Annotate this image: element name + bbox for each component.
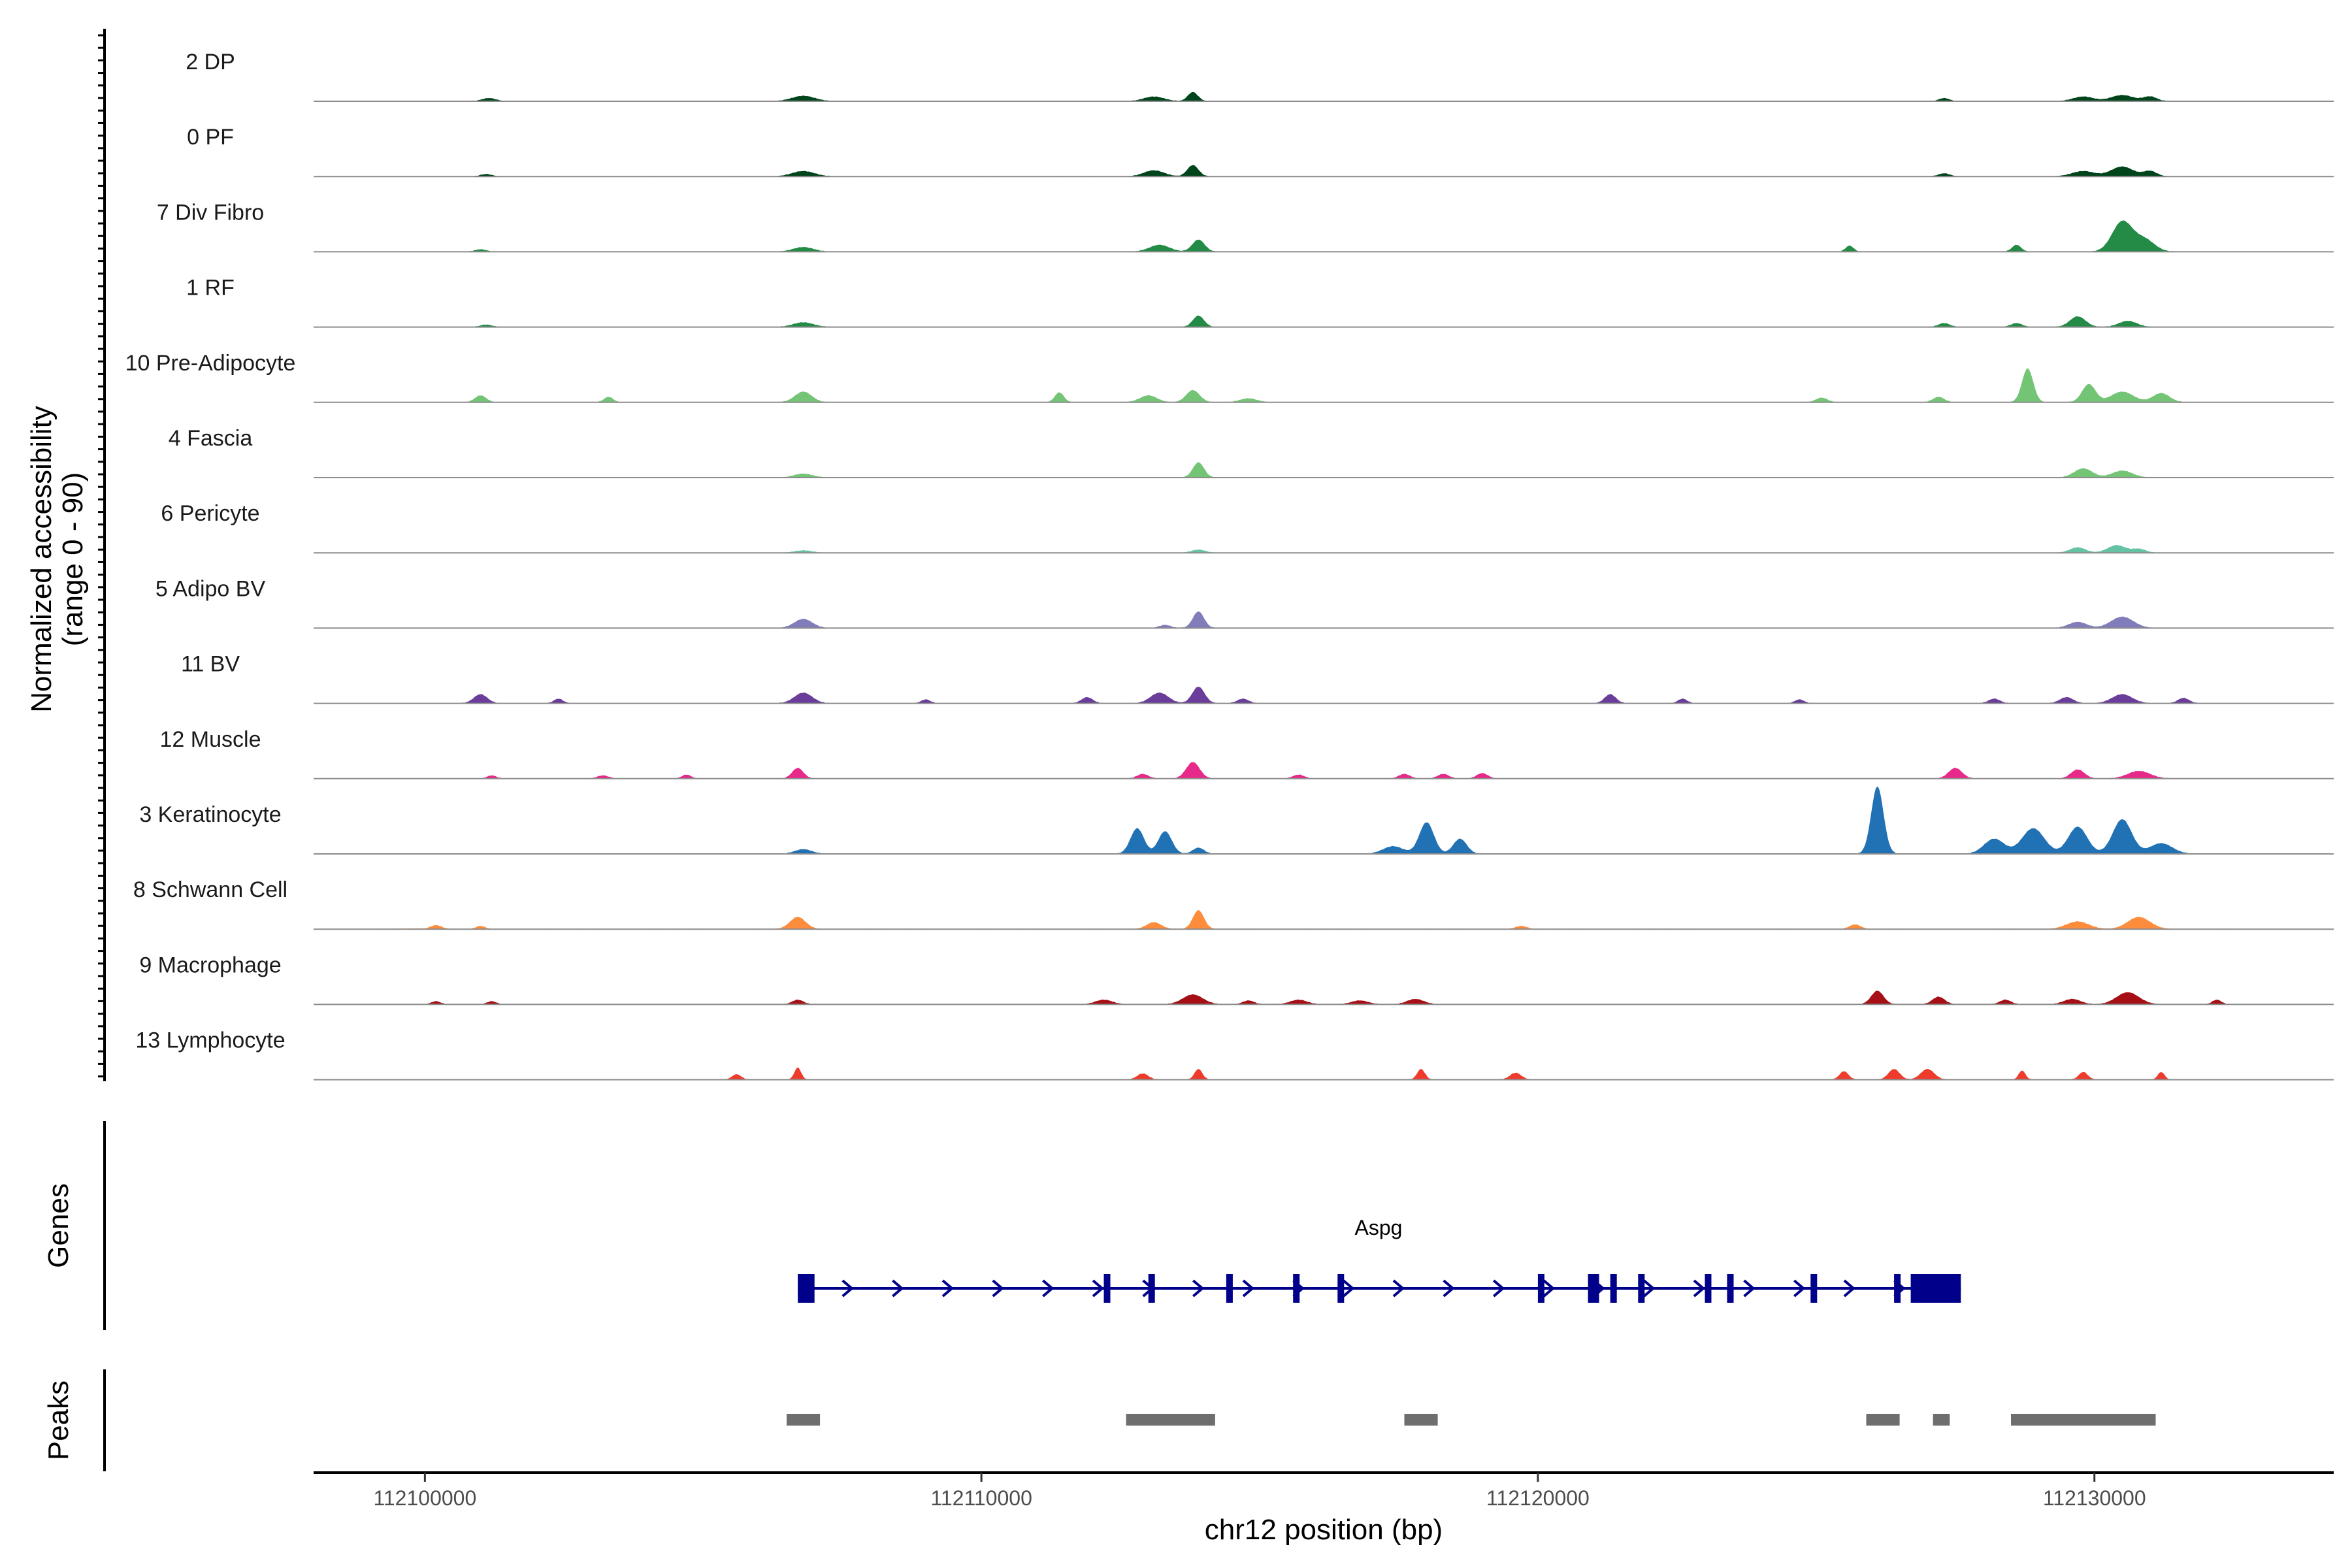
strand-arrow: [1392, 1279, 1405, 1298]
strand-arrow: [1192, 1279, 1205, 1298]
track-3: 7 Div Fibro: [157, 200, 2334, 253]
strand-arrow: [892, 1279, 904, 1298]
track-11: 3 Keratinocyte: [139, 787, 2334, 855]
track-5: 10 Pre-Adipocyte: [125, 351, 2334, 403]
track-label: 4 Fascia: [169, 426, 253, 451]
strand-arrow: [1693, 1279, 1706, 1298]
track-14: 13 Lymphocyte: [135, 1028, 2334, 1081]
coverage-area: [314, 611, 2334, 629]
gene-exon: [798, 1274, 815, 1303]
gene-exon: [1894, 1274, 1901, 1303]
y-axis-title-line2: (range 0 - 90): [57, 472, 89, 647]
track-label: 12 Muscle: [160, 727, 261, 752]
peak-region: [1126, 1414, 1215, 1426]
strand-arrow: [1092, 1279, 1105, 1298]
track-label: 2 DP: [186, 50, 235, 74]
coverage-area: [314, 687, 2334, 704]
peak-region: [1866, 1414, 1900, 1426]
coverage-area: [314, 545, 2334, 553]
strand-arrow: [841, 1279, 854, 1298]
coverage-area: [314, 762, 2334, 779]
strand-arrow: [1443, 1279, 1455, 1298]
track-label: 3 Keratinocyte: [139, 802, 281, 827]
y-axis: [98, 29, 106, 1081]
peaks-panel-label: Peaks: [42, 1380, 74, 1460]
track-6: 4 Fascia: [169, 426, 2334, 478]
track-13: 9 Macrophage: [139, 953, 2334, 1005]
track-9: 11 BV: [181, 652, 2334, 704]
gene-exon: [1588, 1274, 1599, 1303]
peak-region: [1404, 1414, 1438, 1426]
coverage-area: [314, 462, 2334, 478]
gene-exon: [1705, 1274, 1712, 1303]
x-axis: chr12 position (bp) 112100000 112110000 11…: [314, 1471, 2334, 1546]
track-label: 7 Div Fibro: [157, 200, 264, 225]
coverage-area: [314, 990, 2334, 1005]
track-label: 8 Schwann Cell: [133, 877, 287, 902]
strand-arrow: [1793, 1279, 1806, 1298]
track-label: 1 RF: [186, 276, 235, 301]
track-2: 0 PF: [187, 125, 2334, 178]
track-label: 0 PF: [187, 125, 234, 150]
genes-panel: Genes Aspg: [42, 1121, 1961, 1330]
peak-region: [2011, 1414, 2156, 1426]
coverage-area: [314, 787, 2334, 854]
gene-label: Aspg: [1355, 1216, 1403, 1239]
track-10: 12 Muscle: [160, 727, 2334, 779]
track-label: 9 Macrophage: [139, 953, 281, 977]
strand-arrow: [1492, 1279, 1505, 1298]
gene-exon: [1293, 1274, 1300, 1303]
gene-exon: [1910, 1274, 1961, 1303]
genes-panel-label: Genes: [42, 1183, 74, 1268]
track-4: 1 RF: [186, 276, 2334, 328]
peak-region: [1933, 1414, 1950, 1426]
coverage-area: [314, 165, 2334, 177]
coverage-area: [314, 91, 2334, 101]
track-12: 8 Schwann Cell: [133, 877, 2334, 930]
strand-arrow: [1543, 1279, 1556, 1298]
coverage-area: [314, 316, 2334, 327]
track-label: 13 Lymphocyte: [135, 1028, 285, 1053]
peak-region: [787, 1414, 821, 1426]
track-8: 5 Adipo BV: [155, 576, 2334, 629]
strand-arrow: [1242, 1279, 1255, 1298]
gene-exon: [1638, 1274, 1645, 1303]
track-label: 11 BV: [181, 652, 240, 677]
gene-exon: [1810, 1274, 1818, 1303]
coverage-tracks: 2 DP 0 PF 7 Div Fibro 1 RF 10 Pre-Adipocyte 4…: [125, 50, 2334, 1081]
strand-arrow: [1843, 1279, 1855, 1298]
x-tick-label: 112130000: [2043, 1486, 2146, 1510]
x-tick-label: 112110000: [930, 1486, 1032, 1510]
track-7: 6 Pericyte: [161, 501, 2334, 554]
peaks-panel: Peaks: [42, 1369, 2156, 1471]
gene-exon: [1727, 1274, 1734, 1303]
coverage-area: [314, 368, 2334, 402]
strand-arrow: [1042, 1279, 1054, 1298]
gene-exon: [1226, 1274, 1233, 1303]
strand-arrow: [992, 1279, 1004, 1298]
gene-exon: [1148, 1274, 1155, 1303]
strand-arrow: [941, 1279, 955, 1298]
x-tick-label: 112100000: [373, 1486, 476, 1510]
x-axis-title: chr12 position (bp): [1205, 1514, 1443, 1546]
strand-arrow: [1342, 1279, 1355, 1298]
track-label: 10 Pre-Adipocyte: [125, 351, 296, 376]
track-1: 2 DP: [186, 50, 2334, 102]
strand-arrow: [1642, 1279, 1656, 1298]
gene-exon: [1337, 1274, 1345, 1303]
coverage-area: [314, 1067, 2334, 1080]
gene-exon: [1537, 1274, 1544, 1303]
x-tick-label: 112120000: [1486, 1486, 1590, 1510]
gene-exon: [1103, 1274, 1111, 1303]
y-axis-title-line1: Normalized accessibility: [25, 406, 57, 712]
coverage-area: [314, 220, 2334, 252]
coverage-area: [314, 909, 2334, 930]
track-label: 6 Pericyte: [161, 501, 259, 526]
gene-exon: [1610, 1274, 1617, 1303]
strand-arrow: [1743, 1279, 1756, 1298]
track-label: 5 Adipo BV: [155, 576, 266, 601]
